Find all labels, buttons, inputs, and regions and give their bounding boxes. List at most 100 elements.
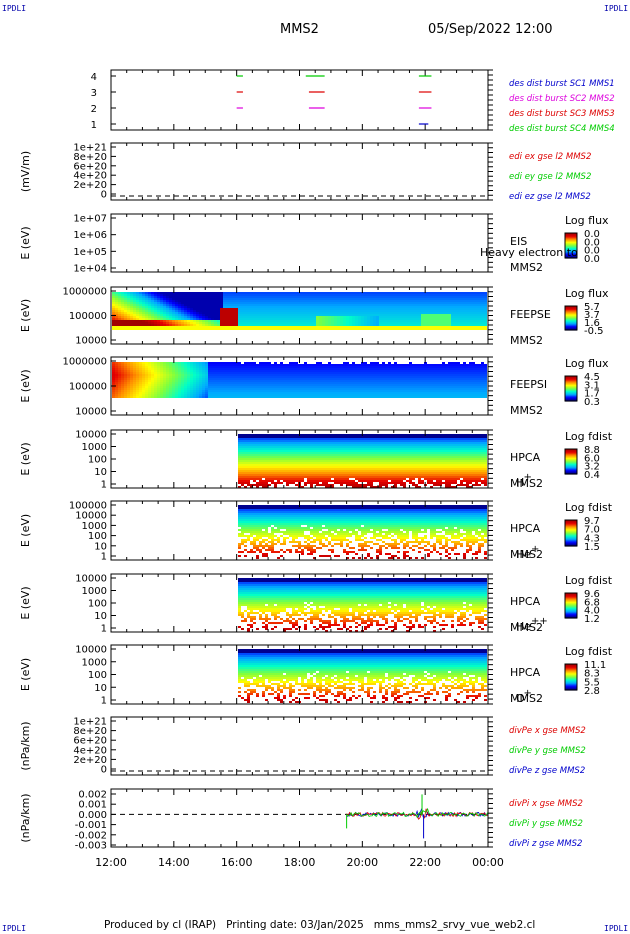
species-label: He — [516, 548, 531, 561]
colorbar-title: Log fdist — [565, 501, 613, 514]
instrument-label: MMS2 — [510, 404, 543, 417]
colorbar-swatch — [565, 677, 577, 680]
colorbar-swatch — [565, 608, 577, 611]
y-axis-label: E (eV) — [19, 586, 32, 619]
corner-label-top-left: IPDLI — [2, 4, 27, 13]
y-tick-label: 4 — [91, 72, 97, 83]
y-tick-label: 1000 — [82, 586, 107, 597]
colorbar-swatch — [565, 308, 577, 310]
colorbar-swatch — [565, 537, 577, 539]
colorbar-swatch — [565, 471, 577, 473]
y-tick-label: 10 — [94, 541, 107, 552]
colorbar-swatch — [565, 239, 577, 242]
legend-entry: divPi x gse MMS2 — [509, 799, 583, 809]
colorbar-swatch — [565, 240, 577, 242]
colorbar-swatch — [565, 322, 577, 325]
colorbar-swatch — [565, 307, 577, 309]
colorbar-swatch — [565, 678, 577, 681]
colorbar-swatch — [565, 538, 577, 540]
species-charge: + — [531, 544, 539, 555]
colorbar-swatch — [565, 248, 577, 251]
instrument-label: EIS — [510, 235, 527, 248]
y-tick-label: 1000 — [82, 521, 107, 532]
colorbar-swatch — [565, 238, 577, 240]
colorbar-swatch — [565, 469, 577, 471]
colorbar-swatch — [565, 325, 577, 327]
colorbar-swatch — [565, 243, 577, 245]
colorbar-tick-label: 5.5 — [584, 677, 600, 688]
colorbar-tick-label: 3.2 — [584, 462, 600, 473]
y-tick-label: 1e+05 — [73, 247, 107, 258]
colorbar-swatch — [565, 526, 577, 529]
colorbar-swatch — [565, 328, 577, 330]
colorbar-swatch — [565, 684, 577, 687]
instrument-label: MMS2 — [510, 621, 543, 634]
colorbar-swatch — [565, 319, 577, 321]
colorbar-title: Log flux — [565, 214, 609, 227]
colorbar-swatch — [565, 469, 577, 472]
instrument-label: MMS2 — [510, 477, 543, 490]
colorbar-swatch — [565, 664, 577, 666]
colorbar-swatch — [565, 250, 577, 252]
instrument-label: HPCA — [510, 595, 541, 608]
y-axis-label: E (eV) — [19, 442, 32, 475]
colorbar-swatch — [565, 600, 577, 602]
colorbar-swatch — [565, 256, 577, 258]
colorbar-swatch — [565, 306, 577, 309]
species-label: H — [516, 476, 524, 489]
legend-entry: divPi y gse MMS2 — [509, 819, 583, 829]
colorbar-swatch — [565, 601, 577, 603]
colorbar-swatch — [565, 529, 577, 531]
legend-entry: des dist burst SC3 MMS3 — [509, 109, 615, 119]
colorbar-tick-label: 0.4 — [584, 470, 600, 481]
colorbar-swatch — [565, 324, 577, 326]
colorbar-swatch — [565, 466, 577, 468]
colorbar-swatch — [565, 318, 577, 321]
colorbar-swatch — [565, 233, 577, 235]
x-tick-label: 12:00 — [95, 856, 127, 869]
colorbar-swatch — [565, 451, 577, 453]
colorbar-tick-label: 9.7 — [584, 516, 600, 527]
colorbar-swatch — [565, 398, 577, 400]
y-axis-label: E (eV) — [19, 226, 32, 259]
y-axis-label: E (eV) — [19, 514, 32, 547]
colorbar-swatch — [565, 666, 577, 669]
colorbar-swatch — [565, 314, 577, 317]
colorbar-swatch — [565, 685, 577, 688]
colorbar-swatch — [565, 525, 577, 527]
panel-frame — [110, 142, 489, 201]
colorbar-swatch — [565, 316, 577, 318]
colorbar-swatch — [565, 667, 577, 669]
panel-frame — [110, 716, 489, 776]
colorbar-swatch — [565, 673, 577, 675]
colorbar-swatch — [565, 399, 577, 401]
y-tick-label: 10 — [94, 683, 107, 694]
colorbar-swatch — [565, 454, 577, 457]
colorbar-swatch — [565, 327, 577, 329]
colorbar-swatch — [565, 235, 577, 237]
colorbar-swatch — [565, 465, 577, 468]
y-tick-label: 10000 — [75, 574, 107, 585]
colorbar-swatch — [565, 378, 577, 380]
colorbar-tick-label: 4.0 — [584, 606, 600, 617]
y-tick-label: 1 — [101, 624, 107, 635]
y-tick-label: 100 — [88, 455, 107, 466]
colorbar-swatch — [565, 530, 577, 532]
colorbar-swatch — [565, 683, 577, 685]
colorbar-swatch — [565, 594, 577, 597]
species-label: He — [516, 620, 531, 633]
colorbar-swatch — [565, 458, 577, 460]
colorbar-swatch — [565, 533, 577, 536]
colorbar-swatch — [565, 683, 577, 686]
colorbar-swatch — [565, 246, 577, 248]
y-tick-label: 0 — [101, 765, 107, 776]
colorbar-swatch — [565, 611, 577, 613]
y-tick-label: 10 — [94, 467, 107, 478]
colorbar-tick-label: 3.1 — [584, 380, 600, 391]
colorbar-swatch — [565, 251, 577, 253]
colorbar-swatch — [565, 523, 577, 525]
footer-credit: Produced by cl (IRAP) Printing date: 03/… — [104, 919, 536, 931]
colorbar-title: Log fdist — [565, 574, 613, 587]
y-tick-label: 0.000 — [78, 810, 107, 821]
y-tick-label: 0.001 — [78, 800, 107, 811]
